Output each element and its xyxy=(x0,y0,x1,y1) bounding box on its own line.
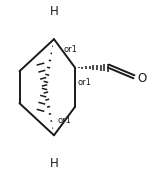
Text: H: H xyxy=(50,5,58,18)
Text: H: H xyxy=(50,157,58,170)
Text: O: O xyxy=(137,72,147,85)
Text: or1: or1 xyxy=(78,78,92,87)
Text: or1: or1 xyxy=(57,116,71,125)
Text: or1: or1 xyxy=(63,44,77,54)
